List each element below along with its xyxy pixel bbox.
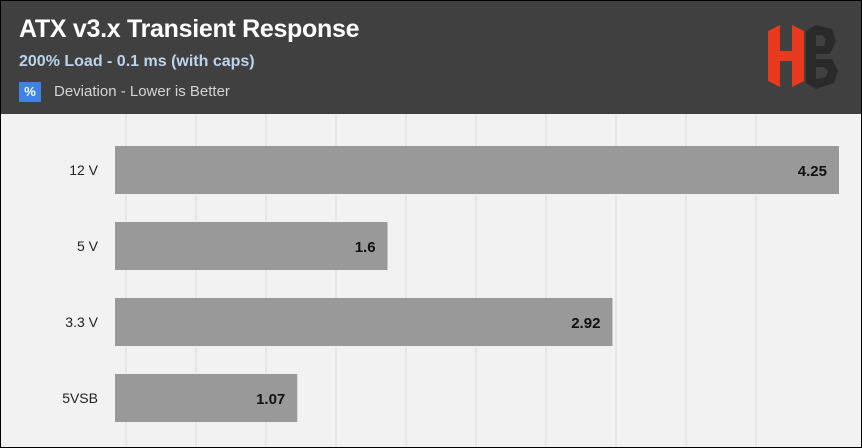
bar: [115, 298, 613, 346]
logo-h-bar: [780, 51, 792, 61]
chart-header: ATX v3.x Transient Response 200% Load - …: [1, 1, 861, 114]
category-tick-label: 3.3 V: [65, 314, 98, 330]
bar: [115, 374, 298, 422]
bar-value-label: 1.07: [256, 391, 285, 408]
bar: [115, 222, 388, 270]
category-tick-label: 5 V: [77, 238, 99, 254]
bar-value-label: 4.25: [798, 163, 827, 180]
bars: 12 V 4.25 5 V 1.6 3.3 V 2.92 5VSB 1.07: [62, 146, 839, 422]
bar: [115, 146, 839, 194]
bar-value-label: 1.6: [355, 239, 376, 256]
logo-b-stem: [806, 25, 816, 89]
category-tick-label: 5VSB: [62, 390, 98, 406]
logo-b-bottom: [816, 59, 838, 89]
logo-b-top: [816, 25, 836, 54]
logo-h-right-stroke: [792, 25, 804, 87]
legend-swatch: %: [19, 82, 41, 102]
plot-area: 12 V 4.25 5 V 1.6 3.3 V 2.92 5VSB 1.07: [62, 114, 839, 447]
chart-subtitle: 200% Load - 0.1 ms (with caps): [19, 53, 255, 70]
hb-logo: [768, 25, 838, 89]
legend-label: Deviation - Lower is Better: [54, 83, 230, 100]
category-tick-label: 12 V: [69, 162, 98, 178]
chart-title: ATX v3.x Transient Response: [19, 15, 360, 43]
bar-value-label: 2.92: [571, 315, 600, 332]
logo-h-left-stroke: [768, 25, 780, 87]
